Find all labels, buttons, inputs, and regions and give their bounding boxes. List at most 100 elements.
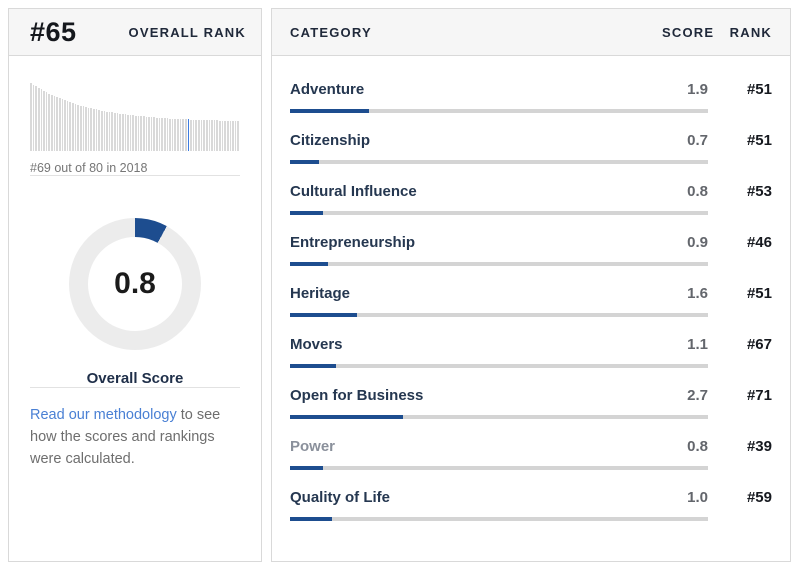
table-row[interactable]: Heritage 1.6 #51 (290, 285, 772, 317)
score-value: 2.7 (687, 387, 708, 404)
histogram-bar (51, 95, 53, 151)
rank-value: #51 (746, 285, 772, 302)
category-table-header: CATEGORY SCORE RANK (272, 9, 790, 56)
overall-rank-panel: #65 OVERALL RANK #69 out of 80 in 2018 0… (8, 8, 262, 562)
table-row[interactable]: Movers 1.1 #67 (290, 336, 772, 368)
histogram-bar (135, 116, 137, 151)
methodology-link[interactable]: Read our methodology (30, 407, 177, 423)
rank-value: #53 (746, 183, 772, 200)
histogram-bar (132, 115, 134, 151)
histogram-bar (169, 119, 171, 151)
overall-score-value: 0.8 (114, 267, 156, 300)
table-row[interactable]: Open for Business 2.7 #71 (290, 387, 772, 419)
histogram-bar (103, 111, 106, 151)
histogram-bar (95, 109, 98, 151)
score-value: 0.8 (687, 438, 708, 455)
category-label: Quality of Life (290, 489, 391, 506)
score-bar-track (290, 313, 708, 317)
histogram-bar (111, 112, 113, 151)
histogram-bar (53, 96, 56, 151)
table-row[interactable]: Citizenship 0.7 #51 (290, 132, 772, 164)
histogram-bar (221, 121, 224, 151)
score-bar-track (290, 517, 708, 521)
score-bar-fill (290, 313, 357, 317)
histogram-bar (156, 118, 158, 151)
score-value: 0.9 (687, 234, 708, 251)
histogram-bar (226, 121, 229, 151)
histogram-bar (108, 112, 111, 151)
category-label: Cultural Influence (290, 183, 417, 200)
histogram-bar (119, 114, 121, 151)
histogram-bar (211, 120, 213, 151)
score-bar-fill (290, 109, 370, 113)
histogram-bar (77, 105, 79, 151)
table-row[interactable]: Entrepreneurship 0.9 #46 (290, 234, 772, 266)
table-row[interactable]: Power 0.8 #39 (290, 438, 772, 470)
overall-rank-label: OVERALL RANK (128, 24, 246, 40)
histogram-bar (216, 120, 218, 151)
histogram-bar (148, 117, 150, 151)
histogram-bar (127, 115, 129, 151)
rank-histogram-caption: #69 out of 80 in 2018 (30, 161, 148, 175)
histogram-bar (82, 106, 85, 151)
histogram-bar (158, 118, 161, 151)
score-bar-track (290, 262, 708, 266)
histogram-bar (198, 120, 200, 151)
overall-score-donut: 0.8 (69, 218, 201, 350)
histogram-bar (124, 114, 127, 151)
histogram-bar (69, 102, 71, 151)
category-scores-panel: CATEGORY SCORE RANK Adventure 1.9 #51 Citiz… (271, 8, 791, 562)
histogram-bar (166, 118, 169, 151)
histogram-bar (87, 108, 90, 151)
histogram-bar (229, 121, 232, 151)
rank-value: #71 (746, 387, 772, 404)
score-bar-fill (290, 517, 332, 521)
histogram-bar (153, 117, 155, 151)
category-label: Open for Business (290, 387, 424, 404)
category-label: Adventure (290, 81, 365, 98)
histogram-bar (219, 121, 221, 151)
histogram-bar (213, 120, 216, 151)
histogram-bar (85, 107, 87, 151)
table-row[interactable]: Cultural Influence 0.8 #53 (290, 183, 772, 215)
score-value: 0.8 (687, 183, 708, 200)
histogram-bar (150, 117, 153, 151)
score-bar-fill (290, 364, 336, 368)
rank-histogram (30, 81, 240, 151)
category-label: Citizenship (290, 132, 371, 149)
histogram-bar (171, 119, 174, 151)
score-bar-track (290, 415, 708, 419)
histogram-bar (98, 110, 100, 151)
table-row[interactable]: Adventure 1.9 #51 (290, 81, 772, 113)
methodology-note: Read our methodology to see how the scor… (30, 404, 242, 470)
histogram-bar (37, 88, 40, 151)
score-bar-track (290, 466, 708, 470)
histogram-bar (74, 104, 77, 151)
overall-rank-header: #65 OVERALL RANK (9, 9, 261, 56)
score-bar-track (290, 211, 708, 215)
histogram-bar (35, 86, 37, 151)
score-value: 1.6 (687, 285, 708, 302)
table-row[interactable]: Quality of Life 1.0 #59 (290, 489, 772, 521)
histogram-bar (145, 117, 148, 151)
histogram-bar (203, 120, 205, 151)
histogram-bar (179, 119, 182, 151)
histogram-bar (208, 120, 211, 151)
category-label: Entrepreneurship (290, 234, 416, 251)
histogram-bar (72, 103, 74, 151)
category-label: Power (290, 438, 336, 455)
score-bar-track (290, 109, 708, 113)
histogram-bar (184, 119, 187, 151)
score-bar-fill (290, 262, 328, 266)
score-value: 1.9 (687, 81, 708, 98)
histogram-bar (174, 119, 176, 151)
histogram-bar (163, 118, 166, 151)
histogram-bar (45, 92, 48, 151)
category-label: Heritage (290, 285, 351, 302)
score-value: 0.7 (687, 132, 708, 149)
histogram-highlight-bar (187, 119, 190, 151)
score-column-header: SCORE (662, 24, 715, 40)
histogram-bar (64, 100, 66, 151)
histogram-bar (121, 114, 124, 151)
overall-score-label: Overall Score (86, 370, 184, 387)
